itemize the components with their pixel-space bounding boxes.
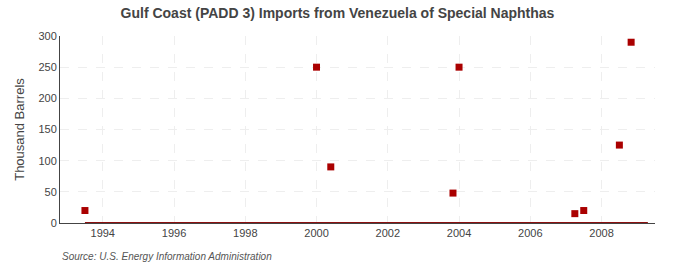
svg-text:2006: 2006	[518, 227, 542, 239]
svg-text:300: 300	[38, 30, 56, 42]
svg-text:50: 50	[45, 186, 57, 198]
svg-text:1994: 1994	[91, 227, 115, 239]
svg-text:Thousand Barrels: Thousand Barrels	[12, 78, 27, 181]
svg-text:2000: 2000	[304, 227, 328, 239]
svg-text:2008: 2008	[589, 227, 613, 239]
svg-text:Gulf Coast (PADD 3) Imports fr: Gulf Coast (PADD 3) Imports from Venezue…	[121, 5, 555, 21]
svg-text:100: 100	[38, 155, 56, 167]
svg-text:2004: 2004	[447, 227, 471, 239]
svg-text:150: 150	[38, 123, 56, 135]
svg-text:200: 200	[38, 92, 56, 104]
svg-text:1996: 1996	[162, 227, 186, 239]
svg-text:0: 0	[51, 217, 57, 229]
svg-text:1998: 1998	[233, 227, 257, 239]
svg-text:Source: U.S. Energy Informatio: Source: U.S. Energy Information Administ…	[62, 251, 272, 262]
svg-text:250: 250	[38, 61, 56, 73]
svg-text:2002: 2002	[376, 227, 400, 239]
